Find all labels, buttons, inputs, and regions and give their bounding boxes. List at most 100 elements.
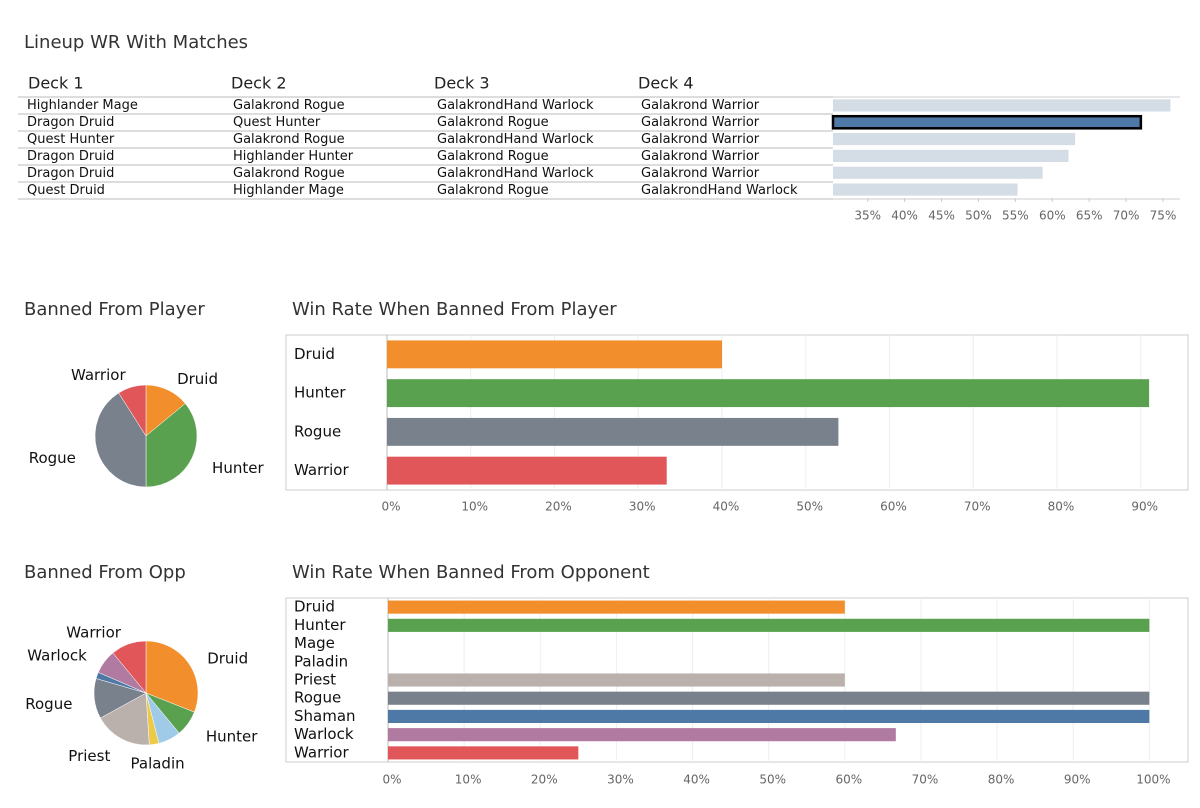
x-tick-label: 35% — [854, 209, 881, 223]
bar — [831, 114, 1143, 130]
category-label: Warlock — [294, 725, 354, 743]
pie-slice — [118, 384, 147, 437]
table-cell: Galakrond Rogue — [233, 166, 345, 181]
category-label: Druid — [294, 598, 335, 616]
x-tick-label: 100% — [1136, 773, 1170, 787]
slice-label: Paladin — [131, 755, 185, 773]
bar — [387, 379, 1150, 408]
slice-label: Priest — [68, 747, 110, 765]
x-tick-label: 50% — [759, 773, 786, 787]
bar — [388, 673, 845, 687]
pie-slice — [145, 403, 198, 488]
chart-title: Lineup WR With Matches — [24, 32, 248, 53]
table-cell: Dragon Druid — [27, 115, 114, 130]
bar — [387, 417, 839, 446]
x-tick-label: 40% — [713, 500, 740, 514]
table-cell: GalakrondHand Warlock — [437, 132, 594, 147]
slice-label: Rogue — [25, 695, 72, 713]
x-tick-label: 90% — [1131, 500, 1158, 514]
table-cell: Dragon Druid — [27, 166, 114, 181]
table-cell: Galakrond Warrior — [641, 98, 760, 113]
slice-label: Warlock — [27, 647, 87, 665]
table-cell: Galakrond Rogue — [437, 115, 549, 130]
x-tick-label: 70% — [1113, 209, 1140, 223]
x-tick-label: 45% — [928, 209, 955, 223]
x-tick-label: 40% — [891, 209, 918, 223]
bar — [833, 149, 1069, 162]
x-tick-label: 70% — [964, 500, 991, 514]
category-label: Mage — [294, 634, 335, 652]
pie-slice — [94, 392, 147, 488]
panel-frame — [285, 334, 1189, 491]
slice-label: Druid — [207, 649, 248, 667]
x-tick-label: 60% — [880, 500, 907, 514]
x-tick-label: 60% — [835, 773, 862, 787]
table-cell: GalakrondHand Warlock — [437, 98, 594, 113]
bar — [833, 133, 1076, 146]
x-tick-label: 80% — [1048, 500, 1075, 514]
table-cell: Highlander Mage — [27, 98, 138, 113]
table-cell: GalakrondHand Warlock — [437, 166, 594, 181]
x-tick-label: 65% — [1076, 209, 1103, 223]
x-tick-label: 0% — [381, 500, 400, 514]
table-cell: GalakrondHand Warlock — [641, 183, 798, 198]
column-header: Deck 4 — [638, 74, 694, 93]
table-cell: Galakrond Rogue — [233, 132, 345, 147]
x-tick-label: 60% — [1039, 209, 1066, 223]
x-tick-label: 50% — [965, 209, 992, 223]
slice-label: Rogue — [29, 449, 76, 467]
x-tick-label: 20% — [531, 773, 558, 787]
table-cell: Highlander Mage — [233, 183, 344, 198]
chart-title: Banned From Player — [24, 299, 205, 320]
x-tick-label: 20% — [545, 500, 572, 514]
x-tick-label: 50% — [796, 500, 823, 514]
bar — [388, 746, 579, 760]
pie-slice — [112, 640, 147, 694]
x-tick-label: 75% — [1150, 209, 1177, 223]
bar — [388, 709, 1150, 724]
category-label: Warrior — [294, 461, 349, 479]
bar — [388, 600, 845, 614]
table-cell: Galakrond Rogue — [233, 98, 345, 113]
bar — [388, 691, 1150, 705]
table-cell: Galakrond Rogue — [437, 149, 549, 164]
category-label: Shaman — [294, 707, 356, 725]
bar — [388, 728, 896, 742]
table-cell: Galakrond Warrior — [641, 132, 760, 147]
table-cell: Galakrond Warrior — [641, 166, 760, 181]
bar — [387, 456, 667, 485]
pie-slice — [145, 640, 199, 713]
table-cell: Dragon Druid — [27, 149, 114, 164]
x-tick-label: 10% — [461, 500, 488, 514]
table-cell: Galakrond Warrior — [641, 149, 760, 164]
chart-title: Win Rate When Banned From Opponent — [292, 562, 650, 583]
table-cell: Quest Hunter — [233, 115, 321, 130]
bar — [388, 618, 1150, 632]
category-label: Rogue — [294, 689, 341, 707]
category-label: Druid — [294, 345, 335, 363]
x-tick-label: 30% — [629, 500, 656, 514]
x-tick-label: 30% — [607, 773, 634, 787]
x-tick-label: 70% — [912, 773, 939, 787]
slice-label: Druid — [177, 370, 218, 388]
slice-label: Warrior — [71, 366, 126, 384]
table-cell: Quest Druid — [27, 183, 105, 198]
category-label: Hunter — [294, 616, 346, 634]
bar — [833, 166, 1043, 179]
bar — [833, 183, 1018, 196]
x-tick-label: 40% — [683, 773, 710, 787]
category-label: Rogue — [294, 422, 341, 440]
category-label: Priest — [294, 671, 336, 689]
panel-frame — [285, 597, 1189, 763]
chart-title: Win Rate When Banned From Player — [292, 299, 617, 320]
x-tick-label: 90% — [1064, 773, 1091, 787]
x-tick-label: 80% — [988, 773, 1015, 787]
x-tick-label: 0% — [382, 773, 401, 787]
table-cell: Quest Hunter — [27, 132, 115, 147]
category-label: Paladin — [294, 652, 348, 670]
chart-title: Banned From Opp — [24, 562, 186, 583]
table-cell: Galakrond Warrior — [641, 115, 760, 130]
slice-label: Hunter — [206, 727, 258, 745]
slice-label: Hunter — [212, 459, 264, 477]
